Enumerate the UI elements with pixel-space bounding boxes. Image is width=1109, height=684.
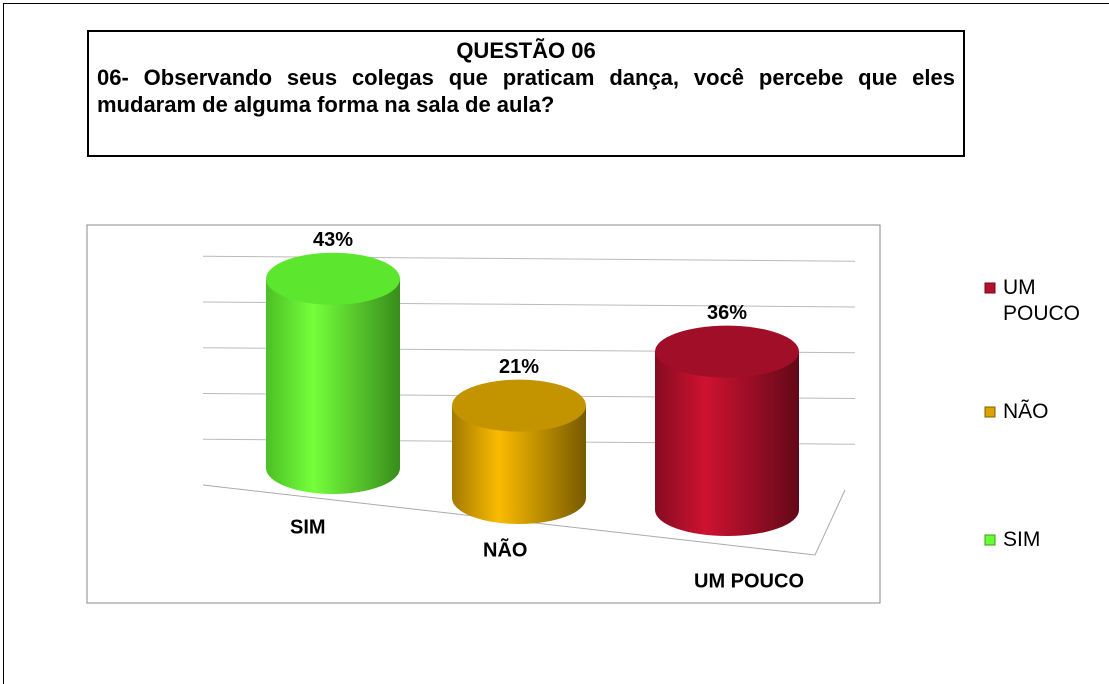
frame <box>3 3 1109 684</box>
bar-top <box>266 252 400 305</box>
legend-swatch <box>984 406 996 418</box>
data-label: 36% <box>707 302 747 324</box>
floor <box>202 484 846 556</box>
x-tick-label: SIM <box>290 516 326 538</box>
x-tick-label: NÃO <box>483 538 527 561</box>
data-label: 21% <box>499 356 539 378</box>
bar-top <box>452 379 586 432</box>
legend-word: NÃO <box>1003 399 1049 423</box>
legend-label: SIM <box>1003 528 1040 551</box>
legend-word: POUCO <box>1003 302 1080 325</box>
bar <box>452 405 586 524</box>
legend-word: UM <box>1003 276 1036 299</box>
legend-swatch <box>984 282 996 294</box>
legend-swatch <box>984 534 996 546</box>
bar <box>266 278 400 494</box>
plot-border <box>86 224 881 604</box>
data-label: 43% <box>313 229 353 251</box>
bar-top <box>655 325 799 378</box>
chart-subtitle: 06- Observando seus colegas que praticam… <box>97 65 955 117</box>
bar <box>655 351 799 536</box>
title-box: QUESTÃO 06 06- Observando seus colegas q… <box>87 30 965 157</box>
chart-title: QUESTÃO 06 <box>456 38 596 63</box>
legend-label: NÃO <box>1003 399 1049 423</box>
x-tick-label: UM POUCO <box>694 570 804 592</box>
legend-word: SIM <box>1003 528 1040 551</box>
legend-label: UM POUCO <box>1003 276 1080 325</box>
